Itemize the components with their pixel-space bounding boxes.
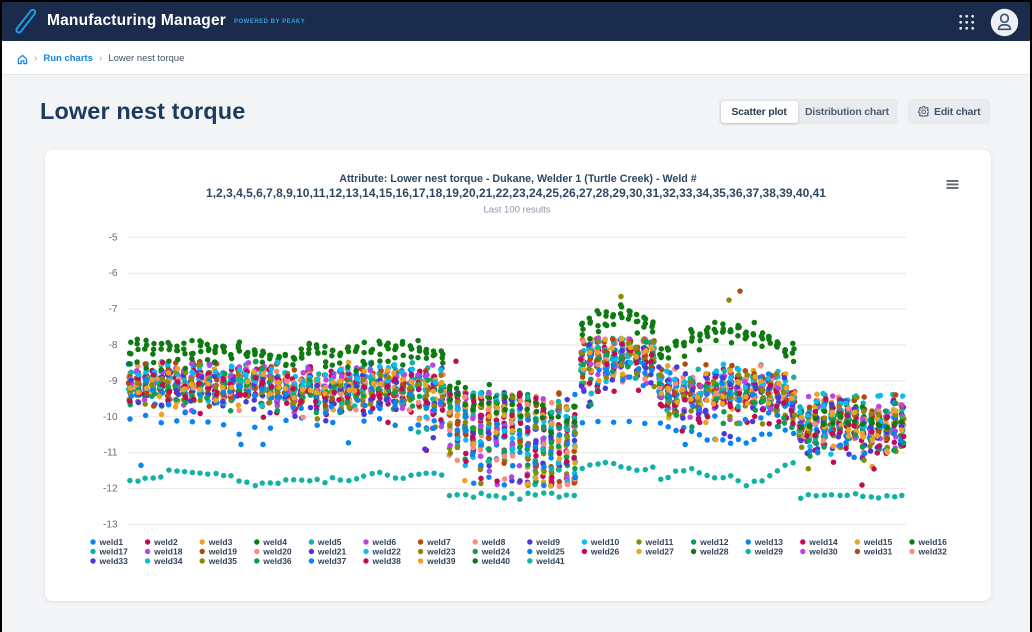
svg-text:weld19: weld19 xyxy=(208,547,238,557)
svg-text:weld15: weld15 xyxy=(863,537,893,547)
svg-text:weld10: weld10 xyxy=(590,537,620,547)
svg-text:weld38: weld38 xyxy=(372,556,402,566)
svg-text:-5: -5 xyxy=(109,232,118,243)
svg-text:weld13: weld13 xyxy=(754,537,784,547)
svg-text:weld14: weld14 xyxy=(808,537,838,547)
svg-text:-11: -11 xyxy=(104,448,118,459)
svg-text:weld21: weld21 xyxy=(317,547,347,557)
svg-text:weld4: weld4 xyxy=(262,537,287,547)
svg-text:weld18: weld18 xyxy=(153,547,183,557)
svg-text:-7: -7 xyxy=(109,304,118,315)
svg-text:-13: -13 xyxy=(103,520,118,531)
svg-text:weld5: weld5 xyxy=(317,537,342,547)
svg-text:weld33: weld33 xyxy=(99,556,129,566)
svg-text:weld8: weld8 xyxy=(481,537,506,547)
svg-text:weld32: weld32 xyxy=(918,547,948,557)
svg-text:weld1: weld1 xyxy=(99,537,124,547)
svg-text:weld11: weld11 xyxy=(645,537,674,547)
svg-text:weld28: weld28 xyxy=(699,547,729,557)
svg-text:Attribute: Lower nest torque -: Attribute: Lower nest torque - Dukane, W… xyxy=(339,173,697,185)
svg-text:weld35: weld35 xyxy=(208,556,238,566)
svg-text:weld26: weld26 xyxy=(590,547,620,557)
svg-text:weld24: weld24 xyxy=(481,547,511,557)
svg-text:weld7: weld7 xyxy=(426,537,451,547)
svg-text:weld25: weld25 xyxy=(535,547,565,557)
svg-text:weld3: weld3 xyxy=(208,537,233,547)
svg-text:weld37: weld37 xyxy=(317,556,347,566)
svg-text:weld12: weld12 xyxy=(699,537,729,547)
svg-text:Last 100 results: Last 100 results xyxy=(483,205,550,216)
svg-text:weld23: weld23 xyxy=(426,547,456,557)
svg-text:-12: -12 xyxy=(103,484,118,495)
svg-text:weld6: weld6 xyxy=(372,537,397,547)
svg-text:weld30: weld30 xyxy=(808,547,838,557)
svg-text:1,2,3,4,5,6,7,8,9,10,11,12,13,: 1,2,3,4,5,6,7,8,9,10,11,12,13,14,15,16,1… xyxy=(206,186,826,200)
svg-text:weld20: weld20 xyxy=(262,547,292,557)
svg-text:-9: -9 xyxy=(109,376,118,387)
svg-text:weld22: weld22 xyxy=(372,547,402,557)
svg-text:weld9: weld9 xyxy=(535,537,560,547)
svg-text:weld17: weld17 xyxy=(99,547,129,557)
svg-text:-10: -10 xyxy=(103,412,118,423)
svg-text:weld29: weld29 xyxy=(754,547,784,557)
svg-text:weld40: weld40 xyxy=(481,556,511,566)
svg-text:weld2: weld2 xyxy=(153,537,178,547)
svg-text:weld39: weld39 xyxy=(426,556,456,566)
svg-text:weld36: weld36 xyxy=(262,556,292,566)
svg-text:-6: -6 xyxy=(109,268,118,279)
svg-text:-8: -8 xyxy=(109,340,118,351)
svg-text:weld41: weld41 xyxy=(535,556,565,566)
svg-text:weld16: weld16 xyxy=(918,537,948,547)
svg-text:weld27: weld27 xyxy=(645,547,675,557)
svg-text:weld31: weld31 xyxy=(863,547,893,557)
svg-text:weld34: weld34 xyxy=(153,556,183,566)
